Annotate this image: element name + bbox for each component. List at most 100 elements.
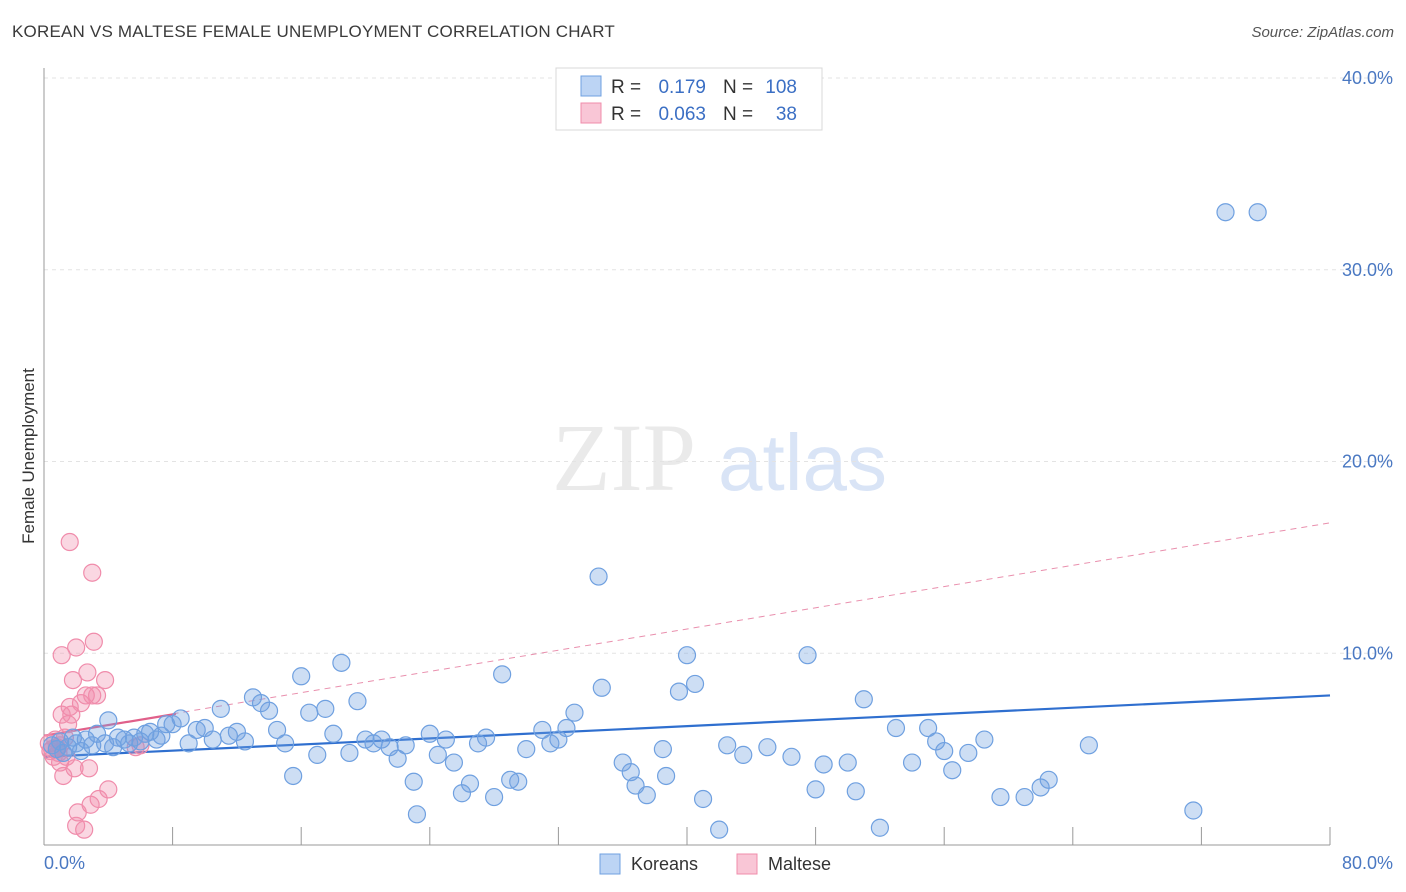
korean-point-41 — [300, 703, 319, 722]
series-legend: Koreans Maltese — [599, 853, 831, 875]
korean-point-33 — [235, 732, 255, 751]
korean-point-106 — [991, 787, 1010, 807]
korean-point-16 — [120, 734, 139, 753]
series-swatch-maltese — [736, 853, 758, 875]
korean-point-109 — [1039, 770, 1058, 789]
korean-point-84 — [685, 674, 705, 694]
korean-point-107 — [1015, 787, 1034, 807]
maltese-point-32 — [87, 686, 107, 705]
korean-point-100 — [919, 718, 938, 738]
trend-line-maltese-extension — [172, 522, 1331, 715]
korean-point-112 — [1216, 203, 1235, 222]
korean-point-69 — [533, 720, 552, 740]
legend-n-label-korean: N = — [723, 77, 753, 98]
maltese-point-30 — [83, 686, 102, 705]
maltese-point-27 — [79, 759, 99, 778]
korean-point-98 — [886, 718, 906, 738]
korean-point-43 — [316, 699, 335, 718]
maltese-point-26 — [78, 663, 97, 682]
maltese-point-29 — [83, 563, 102, 582]
korean-point-80 — [653, 740, 672, 759]
legend-r-label-maltese: R = — [611, 104, 641, 125]
y-tick-label-20: 20.0% — [1342, 452, 1393, 472]
maltese-points — [39, 532, 150, 839]
legend-r-value-maltese: 0.063 — [658, 104, 706, 125]
maltese-point-18 — [60, 532, 79, 552]
korean-point-91 — [798, 646, 817, 665]
korean-point-111 — [1184, 801, 1203, 820]
korean-point-68 — [517, 740, 536, 759]
korean-point-53 — [396, 736, 415, 755]
korean-point-44 — [324, 724, 343, 743]
x-tick-label-max: 80.0% — [1342, 853, 1393, 873]
korean-point-46 — [340, 743, 359, 763]
korean-point-12 — [99, 711, 118, 730]
legend-n-value-maltese: 38 — [776, 104, 797, 125]
korean-point-82 — [669, 682, 689, 701]
korean-point-96 — [854, 690, 873, 709]
korean-point-65 — [493, 665, 512, 684]
legend-swatch-maltese — [580, 102, 602, 124]
korean-point-67 — [509, 772, 528, 791]
y-tick-label-10: 10.0% — [1342, 643, 1393, 663]
korean-point-88 — [734, 745, 753, 764]
legend-n-label-maltese: N = — [723, 104, 753, 125]
legend-n-value-korean: 108 — [765, 77, 797, 98]
korean-point-57 — [428, 745, 447, 764]
korean-point-110 — [1079, 736, 1098, 755]
legend-r-label-korean: R = — [611, 77, 641, 98]
maltese-point-15 — [60, 697, 79, 717]
series-name-korean: Koreans — [631, 854, 698, 874]
trend-lines — [43, 522, 1331, 758]
korean-point-99 — [902, 753, 922, 772]
korean-point-104 — [959, 743, 978, 763]
korean-point-54 — [404, 772, 423, 791]
maltese-point-11 — [52, 646, 71, 665]
trend-line-koreans — [43, 694, 1331, 758]
chart-title: KOREAN VS MALTESE FEMALE UNEMPLOYMENT CO… — [12, 22, 615, 41]
korean-point-74 — [589, 567, 608, 586]
korean-point-7 — [71, 741, 91, 761]
korean-point-90 — [782, 747, 801, 766]
korean-point-81 — [657, 766, 676, 786]
korean-point-38 — [276, 734, 295, 753]
series-name-maltese: Maltese — [768, 854, 831, 874]
korean-point-55 — [407, 805, 427, 824]
legend-swatch-korean — [580, 75, 602, 97]
korean-point-40 — [292, 667, 311, 686]
watermark-atlas: atlas — [718, 418, 887, 507]
korean-point-86 — [710, 820, 729, 839]
y-tick-label-30: 30.0% — [1342, 260, 1393, 280]
series-swatch-korean — [599, 853, 621, 875]
korean-point-37 — [267, 720, 287, 740]
maltese-point-33 — [89, 789, 108, 809]
grid-lines — [44, 77, 1393, 654]
korean-point-94 — [838, 753, 857, 772]
korean-point-102 — [935, 741, 954, 761]
korean-point-83 — [677, 646, 697, 665]
korean-point-52 — [388, 749, 407, 768]
korean-point-45 — [332, 653, 351, 672]
korean-point-14 — [108, 728, 128, 747]
korean-point-25 — [171, 709, 190, 728]
korean-point-61 — [460, 774, 480, 793]
korean-point-75 — [592, 678, 611, 697]
maltese-point-19 — [65, 759, 84, 778]
korean-point-105 — [975, 730, 994, 749]
correlation-legend: R = 0.179 N = 108 R = 0.063 N = 38 — [555, 67, 823, 131]
maltese-point-24 — [75, 820, 94, 839]
korean-point-59 — [444, 753, 464, 772]
x-tick-label-min: 0.0% — [44, 853, 85, 873]
korean-point-92 — [806, 780, 825, 799]
korean-point-29 — [203, 730, 222, 749]
korean-point-26 — [179, 734, 198, 753]
korean-points — [42, 203, 1267, 839]
korean-point-95 — [846, 782, 865, 801]
y-tick-labels: 10.0% 20.0% 30.0% 40.0% — [1342, 68, 1393, 663]
korean-point-58 — [436, 730, 455, 749]
maltese-point-17 — [63, 670, 83, 690]
korean-point-39 — [284, 766, 303, 786]
korean-point-113 — [1248, 203, 1267, 222]
korean-point-47 — [348, 692, 367, 711]
